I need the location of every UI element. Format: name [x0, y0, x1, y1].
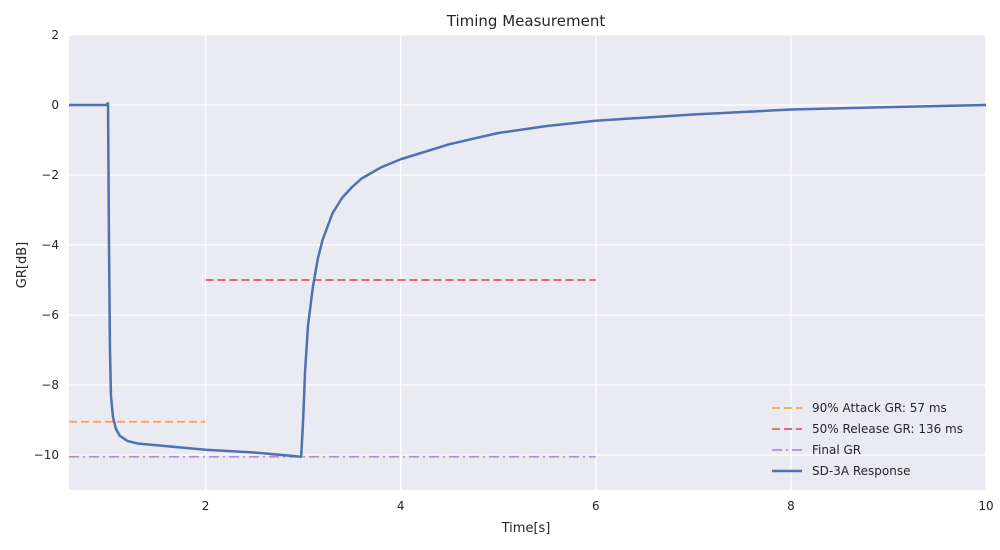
x-tick-label: 2 [202, 499, 210, 513]
legend-label-2: Final GR [812, 443, 861, 457]
y-tick-label: −8 [41, 378, 59, 392]
x-axis-label: Time[s] [501, 521, 551, 536]
legend-label-3: SD-3A Response [812, 464, 910, 478]
y-tick-label: −10 [34, 448, 59, 462]
y-tick-label: −4 [41, 238, 59, 252]
tick-labels: 2 4 6 8 10 2 0 −2 −4 −6 −8 −10 [34, 28, 994, 513]
x-tick-label: 10 [978, 499, 993, 513]
y-tick-label: −6 [41, 308, 59, 322]
legend-label-0: 90% Attack GR: 57 ms [812, 401, 947, 415]
x-tick-label: 4 [397, 499, 405, 513]
grid [69, 34, 987, 490]
x-tick-label: 6 [592, 499, 600, 513]
plot-area [69, 35, 986, 490]
series-layer [69, 102, 987, 458]
x-tick-label: 8 [787, 499, 795, 513]
chart-title: Timing Measurement [446, 12, 606, 30]
legend: 90% Attack GR: 57 ms 50% Release GR: 136 … [772, 401, 963, 478]
y-tick-label: 2 [51, 28, 59, 42]
y-tick-label: −2 [41, 168, 59, 182]
y-axis-label: GR[dB] [15, 242, 30, 288]
series-line-3 [69, 102, 987, 458]
y-tick-label: 0 [51, 98, 59, 112]
legend-label-1: 50% Release GR: 136 ms [812, 422, 963, 436]
